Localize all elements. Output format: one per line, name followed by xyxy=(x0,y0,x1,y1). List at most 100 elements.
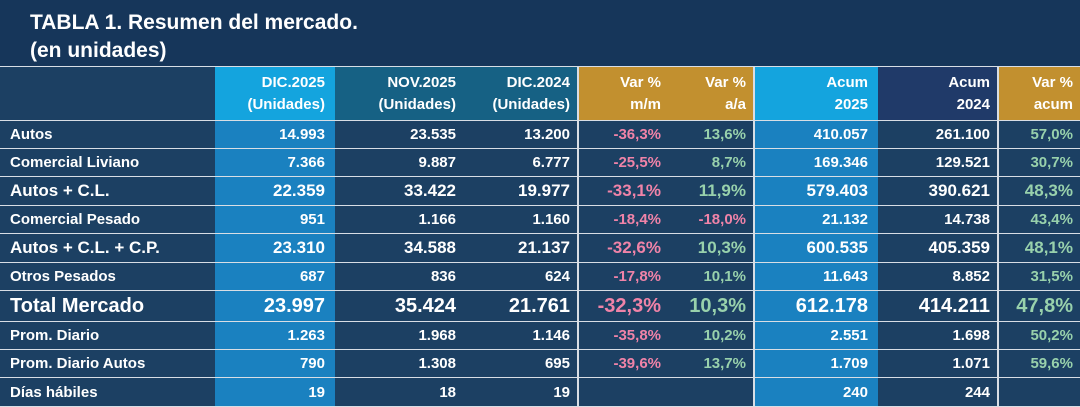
row-label: Prom. Diario Autos xyxy=(0,350,215,377)
cell-nov2025: 9.887 xyxy=(335,149,466,176)
cell-nov2025: 1.308 xyxy=(335,350,466,377)
cell-acum2025: 600.535 xyxy=(753,234,878,262)
cell-dic2024: 1.146 xyxy=(466,322,577,349)
cell-var_acum: 47,8% xyxy=(997,291,1080,321)
cell-dic2024: 19 xyxy=(466,378,577,406)
cell-var_mm: -32,6% xyxy=(577,234,668,262)
cell-dic2024: 695 xyxy=(466,350,577,377)
column-header-line2: 2024 xyxy=(956,95,990,113)
table-row: Prom. Diario Autos 790 1.308 695 -39,6% 13,7%… xyxy=(0,350,1080,378)
column-header-line2: acum xyxy=(1033,95,1073,113)
row-label: Días hábiles xyxy=(0,378,215,406)
cell-acum2025: 410.057 xyxy=(753,121,878,148)
column-header-acum2024: Acum 2024 xyxy=(878,67,997,120)
cell-var_aa: 10,3% xyxy=(668,291,753,321)
cell-acum2024: 8.852 xyxy=(878,263,997,290)
table-title: TABLA 1. Resumen del mercado. xyxy=(30,11,358,34)
column-header-acum2025: Acum 2025 xyxy=(753,67,878,120)
cell-var_mm xyxy=(577,378,668,406)
column-header-var_mm: Var % m/m xyxy=(577,67,668,120)
column-header-line1: Acum xyxy=(948,74,990,92)
table-row: Otros Pesados 687 836 624 -17,8% 10,1% 11.643 8… xyxy=(0,263,1080,291)
cell-var_acum: 57,0% xyxy=(997,121,1080,148)
cell-dic2024: 624 xyxy=(466,263,577,290)
cell-nov2025: 836 xyxy=(335,263,466,290)
cell-var_aa xyxy=(668,378,753,406)
cell-acum2025: 169.346 xyxy=(753,149,878,176)
column-header-var_aa: Var % a/a xyxy=(668,67,753,120)
cell-acum2024: 129.521 xyxy=(878,149,997,176)
cell-var_mm: -39,6% xyxy=(577,350,668,377)
cell-var_acum: 30,7% xyxy=(997,149,1080,176)
cell-acum2025: 579.403 xyxy=(753,177,878,205)
cell-dic2025: 7.366 xyxy=(215,149,335,176)
cell-acum2025: 240 xyxy=(753,378,878,406)
cell-nov2025: 1.166 xyxy=(335,206,466,233)
cell-var_acum: 50,2% xyxy=(997,322,1080,349)
cell-acum2024: 261.100 xyxy=(878,121,997,148)
cell-var_aa: -18,0% xyxy=(668,206,753,233)
table-row: Autos + C.L. + C.P. 23.310 34.588 21.137 -32… xyxy=(0,234,1080,263)
table-subtitle: (en unidades) xyxy=(30,39,167,62)
column-header-label xyxy=(0,67,215,120)
table-row: Autos 14.993 23.535 13.200 -36,3% 13,6% 410.05… xyxy=(0,121,1080,149)
cell-nov2025: 34.588 xyxy=(335,234,466,262)
cell-dic2025: 22.359 xyxy=(215,177,335,205)
market-summary-table: DIC.2025 (Unidades) NOV.2025 (Unidades) DIC.… xyxy=(0,66,1080,407)
column-header-nov2025: NOV.2025 (Unidades) xyxy=(335,67,466,120)
column-header-line1: DIC.2025 xyxy=(261,74,325,92)
column-header-var_acum: Var % acum xyxy=(997,67,1080,120)
column-header-line2: 2025 xyxy=(834,95,868,113)
cell-nov2025: 33.422 xyxy=(335,177,466,205)
column-header-line2: (Unidades) xyxy=(247,95,325,113)
cell-acum2024: 390.621 xyxy=(878,177,997,205)
column-header-line1: Var % xyxy=(620,74,661,92)
cell-var_aa: 13,7% xyxy=(668,350,753,377)
cell-acum2024: 1.698 xyxy=(878,322,997,349)
cell-var_mm: -18,4% xyxy=(577,206,668,233)
row-label: Prom. Diario xyxy=(0,322,215,349)
cell-var_aa: 8,7% xyxy=(668,149,753,176)
cell-acum2025: 21.132 xyxy=(753,206,878,233)
row-label: Autos + C.L. xyxy=(0,177,215,205)
column-header-line1: NOV.2025 xyxy=(387,74,456,92)
row-label: Total Mercado xyxy=(0,291,215,321)
cell-var_acum xyxy=(997,378,1080,406)
cell-var_acum: 48,1% xyxy=(997,234,1080,262)
cell-dic2025: 790 xyxy=(215,350,335,377)
cell-var_aa: 10,3% xyxy=(668,234,753,262)
cell-dic2025: 23.310 xyxy=(215,234,335,262)
cell-nov2025: 23.535 xyxy=(335,121,466,148)
column-header-line1: Acum xyxy=(826,74,868,92)
row-label: Otros Pesados xyxy=(0,263,215,290)
table-row: Total Mercado 23.997 35.424 21.761 -32,3% 10,… xyxy=(0,291,1080,322)
table-row: Prom. Diario 1.263 1.968 1.146 -35,8% 10,2% 2.… xyxy=(0,322,1080,350)
row-label: Comercial Liviano xyxy=(0,149,215,176)
table-row: Comercial Pesado 951 1.166 1.160 -18,4% -18,0… xyxy=(0,206,1080,234)
column-header-line1: DIC.2024 xyxy=(506,74,570,92)
cell-dic2024: 21.137 xyxy=(466,234,577,262)
cell-nov2025: 1.968 xyxy=(335,322,466,349)
cell-dic2025: 14.993 xyxy=(215,121,335,148)
row-label: Autos xyxy=(0,121,215,148)
cell-var_mm: -25,5% xyxy=(577,149,668,176)
table-title-block: TABLA 1. Resumen del mercado. (en unidad… xyxy=(0,0,1080,65)
column-header-line2: (Unidades) xyxy=(378,95,456,113)
cell-acum2025: 1.709 xyxy=(753,350,878,377)
table-row: Autos + C.L. 22.359 33.422 19.977 -33,1% 11,9… xyxy=(0,177,1080,206)
column-header-line2: a/a xyxy=(725,95,746,113)
cell-acum2024: 1.071 xyxy=(878,350,997,377)
column-header-line2: m/m xyxy=(630,95,661,113)
cell-var_mm: -33,1% xyxy=(577,177,668,205)
cell-dic2024: 6.777 xyxy=(466,149,577,176)
cell-dic2024: 13.200 xyxy=(466,121,577,148)
cell-var_acum: 59,6% xyxy=(997,350,1080,377)
cell-var_aa: 11,9% xyxy=(668,177,753,205)
cell-acum2024: 414.211 xyxy=(878,291,997,321)
cell-acum2025: 11.643 xyxy=(753,263,878,290)
cell-var_aa: 13,6% xyxy=(668,121,753,148)
cell-dic2025: 23.997 xyxy=(215,291,335,321)
table-header-row: DIC.2025 (Unidades) NOV.2025 (Unidades) DIC.… xyxy=(0,67,1080,121)
cell-var_aa: 10,1% xyxy=(668,263,753,290)
